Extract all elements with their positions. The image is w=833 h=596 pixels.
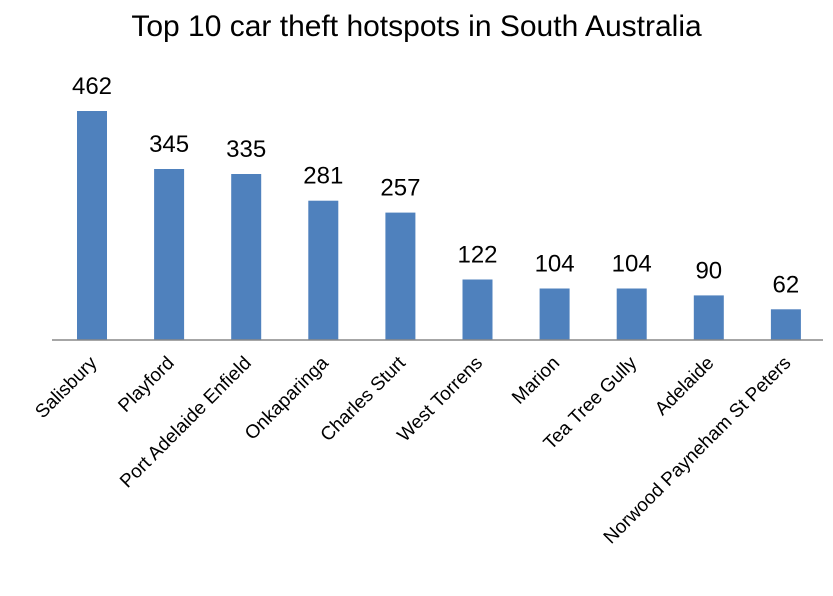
data-label: 62 <box>773 271 800 298</box>
data-label: 335 <box>226 136 266 163</box>
x-tick-label: Marion <box>508 353 564 409</box>
x-tick-label: Port Adelaide Enfield <box>116 353 256 493</box>
data-label: 281 <box>303 163 343 190</box>
bar-marion <box>539 288 570 340</box>
bar-onkaparinga <box>308 200 339 340</box>
chart-title: Top 10 car theft hotspots in South Austr… <box>131 10 702 43</box>
data-label: 104 <box>535 251 575 278</box>
data-label: 462 <box>72 73 112 100</box>
bar-playford <box>154 169 185 340</box>
bar-adelaide <box>693 295 724 340</box>
x-tick-label: Playford <box>114 353 178 417</box>
bar-charles-sturt <box>385 212 416 340</box>
bar-west-torrens <box>462 279 493 340</box>
bar-port-adelaide-enfield <box>231 174 262 340</box>
bar-tea-tree-gully <box>616 288 647 340</box>
data-label: 90 <box>695 257 722 284</box>
data-label: 345 <box>149 131 189 158</box>
bar-salisbury <box>77 111 107 340</box>
x-tick-label: Salisbury <box>31 352 101 422</box>
x-tick-label: Adelaide <box>651 353 718 420</box>
data-label: 257 <box>380 175 420 202</box>
data-label: 104 <box>612 251 652 278</box>
data-label: 122 <box>457 242 497 269</box>
bar-norwood-payneham-st-peters <box>770 309 801 340</box>
